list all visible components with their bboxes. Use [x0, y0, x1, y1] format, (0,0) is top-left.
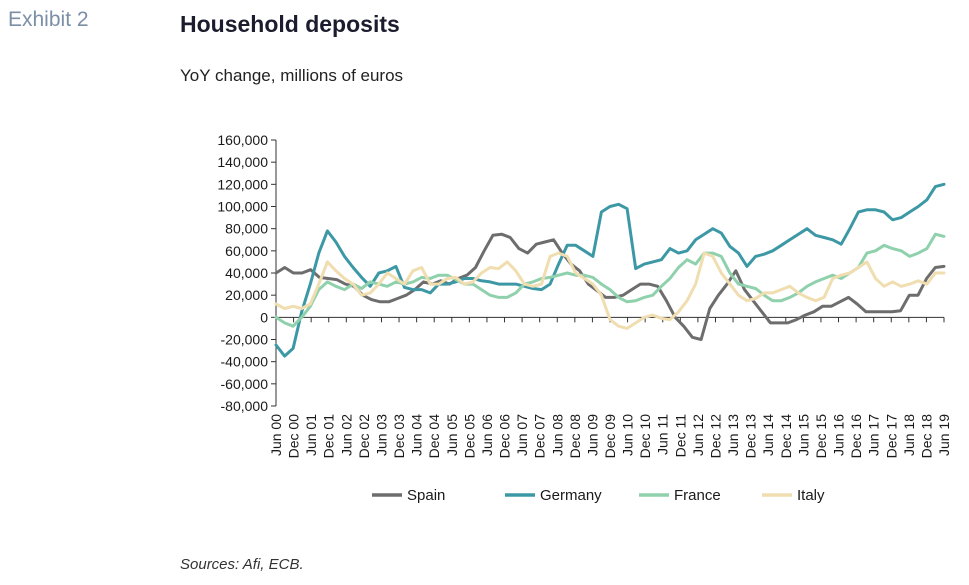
- legend-label-italy: Italy: [797, 487, 825, 504]
- x-tick-label: Jun 15: [795, 414, 811, 456]
- x-tick-label: Jun 14: [760, 414, 776, 456]
- x-tick-label: Dec 17: [883, 414, 899, 459]
- y-tick-label: 40,000: [225, 265, 268, 281]
- y-tick-label: 20,000: [225, 287, 268, 303]
- x-tick-label: Dec 07: [532, 414, 548, 459]
- legend-label-france: France: [674, 487, 721, 504]
- y-tick-label: 120,000: [217, 176, 268, 192]
- x-tick-label: Jun 18: [901, 414, 917, 456]
- x-tick-label: Dec 01: [321, 414, 337, 459]
- y-tick-label: -60,000: [221, 376, 269, 392]
- series-line-france: [274, 232, 946, 328]
- x-tick-label: Jun 00: [268, 414, 284, 456]
- y-tick-label: 60,000: [225, 243, 268, 259]
- x-tick-label: Dec 03: [391, 414, 407, 459]
- y-tick-label: -20,000: [221, 332, 269, 348]
- y-axis: 160,000 140,000 120,000 100,000 80,000 60,000…: [217, 132, 277, 414]
- x-tick-label: Dec 00: [286, 414, 302, 459]
- legend-label-germany: Germany: [540, 487, 602, 504]
- x-tick-label: Jun 17: [866, 414, 882, 456]
- chart-title: Household deposits: [180, 11, 400, 37]
- x-tick-label: Jun 03: [373, 414, 389, 456]
- x-tick-label: Jun 13: [725, 414, 741, 456]
- y-tick-label: 80,000: [225, 221, 268, 237]
- x-tick-label: Dec 06: [497, 414, 513, 459]
- x-tick-label: Jun 10: [620, 414, 636, 456]
- y-tick-label: -80,000: [221, 398, 269, 414]
- x-tick-label: Jun 04: [409, 414, 425, 456]
- legend-label-spain: Spain: [407, 487, 445, 504]
- x-tick-label: Dec 11: [672, 414, 688, 458]
- x-tick-label: Dec 10: [637, 414, 653, 459]
- legend: Spain Germany France Italy: [372, 487, 825, 504]
- y-tick-label: 100,000: [217, 199, 268, 215]
- x-tick-label: Dec 14: [778, 414, 794, 459]
- x-tick-label: Jun 05: [444, 414, 460, 456]
- x-tick-label: Dec 12: [707, 414, 723, 459]
- y-tick-label: 160,000: [217, 132, 268, 148]
- x-tick-label: Jun 08: [549, 414, 565, 456]
- x-tick-label: Dec 04: [426, 414, 442, 459]
- y-tick-label: -40,000: [221, 354, 269, 370]
- x-tick-label: Dec 13: [743, 414, 759, 459]
- x-tick-label: Jun 09: [584, 414, 600, 456]
- x-tick-label: Dec 16: [848, 414, 864, 459]
- x-tick-label: Jun 01: [303, 414, 319, 456]
- x-tick-label: Jun 07: [514, 414, 530, 456]
- x-tick-label: Jun 06: [479, 414, 495, 456]
- x-tick-label: Dec 02: [356, 414, 372, 459]
- y-tick-label: 140,000: [217, 154, 268, 170]
- x-tick-label: Dec 05: [461, 414, 477, 459]
- x-tick-label: Jun 12: [690, 414, 706, 456]
- x-tick-label: Jun 19: [936, 414, 952, 456]
- x-tick-label: Jun 11: [655, 414, 671, 455]
- series-line-germany: [274, 182, 946, 358]
- x-tick-label: Jun 02: [338, 414, 354, 456]
- x-tick-label: Jun 16: [831, 414, 847, 456]
- sources-note: Sources: Afi, ECB.: [180, 556, 304, 573]
- series-line-italy: [274, 251, 946, 330]
- x-tick-label: Dec 09: [602, 414, 618, 459]
- x-tick-label: Dec 18: [918, 414, 934, 459]
- x-axis: Jun 00 Dec 00 Jun 01 Dec 01 Jun 02 Dec 02 Jun …: [268, 316, 952, 459]
- y-tick-label: 0: [260, 309, 268, 325]
- series-line-spain: [274, 232, 946, 341]
- x-tick-label: Dec 15: [813, 414, 829, 459]
- series-lines: [274, 182, 946, 358]
- exhibit-label: Exhibit 2: [8, 8, 89, 31]
- chart-subtitle: YoY change, millions of euros: [180, 66, 404, 85]
- x-tick-label: Dec 08: [567, 414, 583, 459]
